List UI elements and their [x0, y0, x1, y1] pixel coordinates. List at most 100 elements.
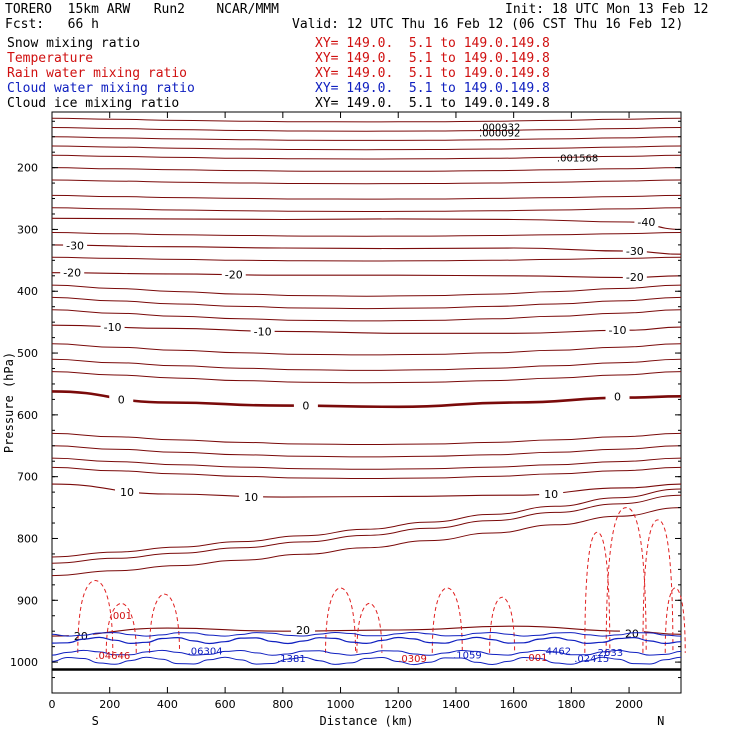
cloud-water-value-label: .1059	[453, 650, 482, 661]
rain-value-label: .001	[110, 611, 132, 622]
isotherm-background-line	[51, 154, 682, 160]
isotherm-label: -20	[626, 271, 644, 284]
isotherm-background-line	[51, 358, 682, 371]
cloud-water-value-label: .06304	[188, 647, 223, 658]
x-tick-label: 1600	[500, 698, 528, 711]
isotherm-background-line	[51, 371, 682, 384]
legend-temperature-name: Temperature	[7, 51, 94, 66]
isotherm-label: 0	[118, 393, 125, 406]
legend-cloudwater-name: Cloud water mixing ratio	[7, 81, 195, 96]
y-tick-label: 800	[17, 532, 38, 545]
isotherm-label-bg	[293, 399, 318, 411]
isotherm-background-line	[51, 494, 682, 564]
isotherm-label: -20	[225, 269, 243, 282]
plot-frame	[51, 111, 682, 694]
rain-contour	[584, 531, 611, 653]
x-tick-label: 200	[99, 698, 120, 711]
rain-contour	[605, 507, 647, 653]
isotherm-label: 10	[120, 486, 134, 499]
isotherm-background-line	[51, 232, 682, 237]
cloud-water-contour	[51, 656, 682, 666]
isotherm-background-line	[51, 296, 682, 310]
rain-contour	[77, 580, 114, 653]
isotherm-line	[51, 390, 682, 409]
isotherm-label: 20	[625, 628, 639, 641]
forecast-hour: Fcst: 66 h	[5, 17, 99, 32]
rain-contour	[149, 593, 181, 653]
cloud-water-contour	[51, 636, 682, 645]
isotherm-label-bg	[100, 321, 125, 333]
isotherm-label-bg	[63, 239, 88, 251]
isotherm-background-line	[51, 256, 682, 262]
y-axis-title: Pressure (hPa)	[2, 352, 16, 453]
isotherm-label-bg	[221, 268, 246, 280]
legend-cloudice-xy: XY= 149.0. 5.1 to 149.0.149.8	[315, 96, 550, 111]
legend-cloudwater-xy: XY= 149.0. 5.1 to 149.0.149.8	[315, 81, 550, 96]
x-tick-label: 400	[157, 698, 178, 711]
rain-contour	[325, 587, 357, 653]
isotherm-label-bg	[539, 487, 564, 499]
y-tick-label: 600	[17, 409, 38, 422]
x-tick-label: 1800	[557, 698, 585, 711]
isotherm-label-bg	[60, 266, 85, 278]
isotherm-label: -10	[609, 324, 627, 337]
legend-snow-xy: XY= 149.0. 5.1 to 149.0.149.8	[315, 36, 550, 51]
x-axis-title: Distance (km)	[320, 714, 414, 728]
y-tick-label: 1000	[10, 656, 38, 669]
isotherm-label: -30	[66, 240, 84, 253]
y-tick-label: 900	[17, 594, 38, 607]
isotherm-label-bg	[239, 491, 264, 503]
isotherm-background-line	[51, 207, 682, 213]
rain-contour	[431, 587, 463, 653]
rain-contour	[642, 519, 674, 653]
rain-contour	[356, 602, 383, 653]
isotherm-label: -30	[626, 245, 644, 258]
rain-contour	[489, 596, 516, 653]
y-tick-label: 400	[17, 285, 38, 298]
isotherm-label: -20	[63, 267, 81, 280]
isotherm-line	[51, 483, 682, 498]
isotherm-label-bg	[605, 324, 630, 336]
rain-value-label: .04646	[95, 651, 130, 662]
ice-value-label: .000092	[479, 129, 520, 140]
valid-time: Valid: 12 UTC Thu 16 Feb 12 (06 CST Thu …	[292, 17, 684, 32]
isotherm-background-line	[51, 445, 682, 458]
isotherm-label-bg	[115, 486, 140, 498]
isotherm-label: 0	[302, 400, 309, 413]
rain-value-label: .0309	[398, 654, 427, 665]
endpoint-right-label: N	[657, 714, 664, 728]
legend-snow-name: Snow mixing ratio	[7, 36, 141, 51]
x-tick-label: 1200	[384, 698, 412, 711]
isotherm-background-line	[51, 127, 682, 132]
ice-value-label: .001568	[557, 153, 598, 164]
isotherm-label-bg	[291, 623, 316, 635]
cloud-water-contour	[51, 649, 682, 656]
isotherm-label: -10	[104, 321, 122, 334]
y-tick-label: 200	[17, 162, 38, 175]
ice-value-label: .000932	[479, 123, 520, 134]
isotherm-label-bg	[634, 216, 659, 228]
y-tick-label: 700	[17, 471, 38, 484]
isotherm-line	[51, 244, 682, 255]
isotherm-background-line	[51, 488, 682, 558]
isotherm-background-line	[51, 309, 682, 322]
isotherm-background-line	[51, 167, 682, 172]
init-time: Init: 18 UTC Mon 13 Feb 12	[505, 2, 709, 17]
cloud-water-contour	[51, 631, 682, 637]
isotherm-background-line	[51, 194, 682, 200]
cloud-water-value-label: .02415	[574, 654, 609, 665]
isotherm-background-line	[51, 466, 682, 480]
cloud-water-value-label: .2633	[594, 648, 623, 659]
cloud-water-value-label: .1381	[277, 654, 306, 665]
isotherm-label-bg	[250, 325, 275, 337]
x-tick-label: 1400	[442, 698, 470, 711]
isotherm-line	[51, 324, 682, 334]
header: TORERO 15km ARW Run2 NCAR/MMM Fcst: 66 h…	[0, 0, 740, 120]
isotherm-label: 20	[296, 624, 310, 637]
legend-rain-xy: XY= 149.0. 5.1 to 149.0.149.8	[315, 66, 550, 81]
isotherm-background-line	[51, 117, 682, 123]
model-title: TORERO 15km ARW Run2 NCAR/MMM	[5, 2, 279, 17]
isotherm-label-bg	[605, 390, 630, 402]
legend-temperature-xy: XY= 149.0. 5.1 to 149.0.149.8	[315, 51, 550, 66]
